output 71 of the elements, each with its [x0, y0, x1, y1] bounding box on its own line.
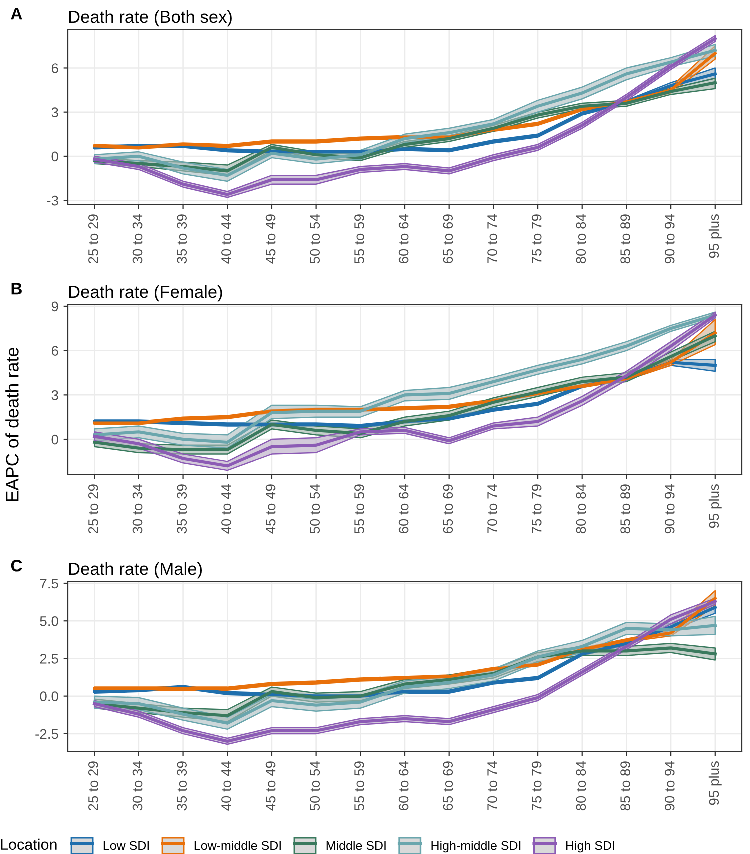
- x-tick-label: 50 to 54: [310, 484, 320, 534]
- x-tick-label: 80 to 84: [576, 761, 586, 811]
- x-tick-label: 40 to 44: [222, 761, 232, 811]
- x-tick-label: 70 to 74: [488, 761, 498, 811]
- x-tick-label: 35 to 39: [177, 484, 188, 534]
- x-tick-label: 90 to 94: [664, 214, 675, 264]
- x-tick-label: 35 to 39: [177, 762, 188, 811]
- x-tick-label: 60 to 64: [398, 761, 409, 811]
- x-tick-label: 95 plus: [708, 214, 722, 258]
- x-tick-label: 70 to 74: [488, 484, 498, 534]
- legend-label: Middle SDI: [326, 841, 386, 850]
- x-tick-label: 60 to 64: [398, 484, 409, 534]
- x-tick-label: 95 plus: [708, 762, 722, 806]
- y-tick-label: 6: [52, 64, 58, 74]
- x-tick-label: 60 to 64: [398, 214, 409, 264]
- y-tick-label: -3: [47, 196, 58, 206]
- x-tick-label: 65 to 69: [443, 484, 454, 534]
- x-tick-label: 25 to 29: [88, 762, 98, 811]
- y-tick-label: 3: [52, 390, 58, 400]
- x-tick-label: 50 to 54: [310, 761, 320, 811]
- x-tick-label: 25 to 29: [88, 484, 98, 534]
- x-tick-label: 85 to 89: [620, 484, 630, 534]
- x-tick-label: 65 to 69: [443, 762, 454, 811]
- x-tick-label: 30 to 34: [132, 484, 143, 534]
- x-tick-label: 55 to 59: [354, 762, 364, 811]
- x-tick-label: 65 to 69: [443, 214, 454, 264]
- x-tick-label: 45 to 49: [266, 484, 276, 534]
- x-tick-label: 55 to 59: [354, 214, 364, 264]
- x-tick-label: 80 to 84: [576, 484, 586, 534]
- text: B: [12, 283, 22, 295]
- x-tick-label: 95 plus: [708, 484, 722, 528]
- chart-title: Death rate (Both sex): [69, 10, 232, 27]
- chart-title: Death rate (Female): [69, 285, 222, 302]
- x-tick-label: 80 to 84: [576, 214, 586, 264]
- legend-label: High-middle SDI: [432, 841, 521, 853]
- y-tick-label: -2.5: [36, 729, 58, 740]
- y-tick-label: 9: [52, 302, 58, 312]
- x-tick-label: 45 to 49: [266, 762, 276, 811]
- x-tick-label: 30 to 34: [132, 214, 143, 264]
- y-tick-label: 5.0: [40, 616, 58, 626]
- x-tick-label: 50 to 54: [310, 214, 320, 264]
- legend-label: Low SDI: [104, 841, 149, 850]
- x-tick-label: 30 to 34: [132, 761, 143, 811]
- x-tick-label: 85 to 89: [620, 214, 630, 264]
- text: A: [11, 8, 22, 20]
- y-tick-label: 0.0: [40, 692, 58, 702]
- x-tick-label: 35 to 39: [177, 214, 188, 264]
- x-tick-label: 75 to 79: [532, 214, 542, 264]
- y-tick-label: 0: [52, 434, 58, 445]
- x-tick-label: 25 to 29: [88, 214, 98, 264]
- x-tick-label: 40 to 44: [222, 214, 232, 264]
- y-tick-label: 3: [52, 108, 58, 118]
- legend-label: High SDI: [566, 841, 614, 853]
- y-tick-label: 2.5: [40, 654, 58, 664]
- x-tick-label: 40 to 44: [222, 484, 232, 534]
- y-tick-label: 6: [52, 346, 58, 356]
- x-tick-label: 75 to 79: [532, 762, 542, 811]
- y-axis-title: EAPC of death rate: [6, 348, 19, 502]
- text: C: [11, 560, 22, 572]
- x-tick-label: 85 to 89: [620, 762, 630, 811]
- x-tick-label: 45 to 49: [266, 214, 276, 264]
- legend-title: Location: [1, 838, 57, 850]
- x-tick-label: 90 to 94: [664, 484, 675, 534]
- y-tick-label: 0: [52, 152, 58, 162]
- x-tick-label: 55 to 59: [354, 484, 364, 534]
- x-tick-label: 75 to 79: [532, 484, 542, 534]
- chart-title: Death rate (Male): [69, 562, 202, 579]
- x-tick-label: 70 to 74: [488, 214, 498, 264]
- x-tick-label: 90 to 94: [664, 761, 675, 811]
- y-tick-label: 7.5: [40, 578, 58, 589]
- legend-label: Low-middle SDI: [194, 841, 281, 850]
